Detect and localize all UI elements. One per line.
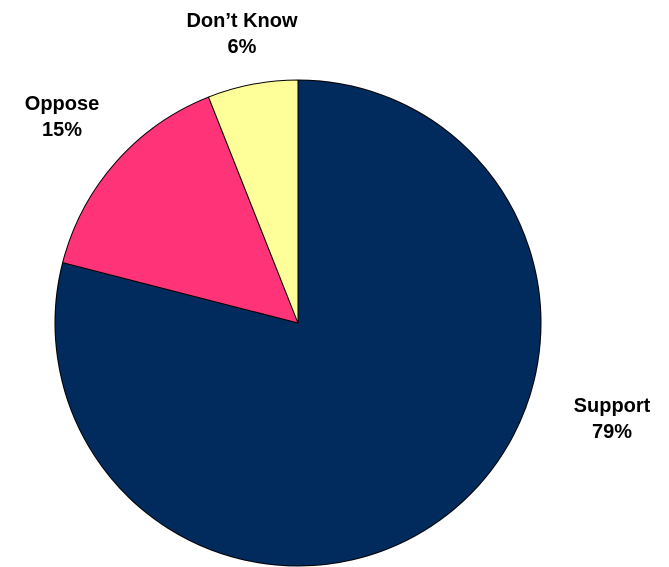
pie-labels: Support 79% Oppose 15% Don’t Know 6% xyxy=(25,10,651,443)
pie-slices xyxy=(54,79,542,567)
slice-value-don-t-know: 6% xyxy=(228,36,257,58)
slice-label-oppose: Oppose xyxy=(25,93,99,115)
slice-label-support: Support xyxy=(574,395,651,417)
pie-slice-don-t-know xyxy=(207,79,299,324)
slice-value-oppose: 15% xyxy=(42,119,82,141)
slice-label-don-t-know: Don’t Know xyxy=(186,10,298,32)
slice-value-support: 79% xyxy=(592,421,632,443)
pie-slice-oppose xyxy=(62,96,299,324)
